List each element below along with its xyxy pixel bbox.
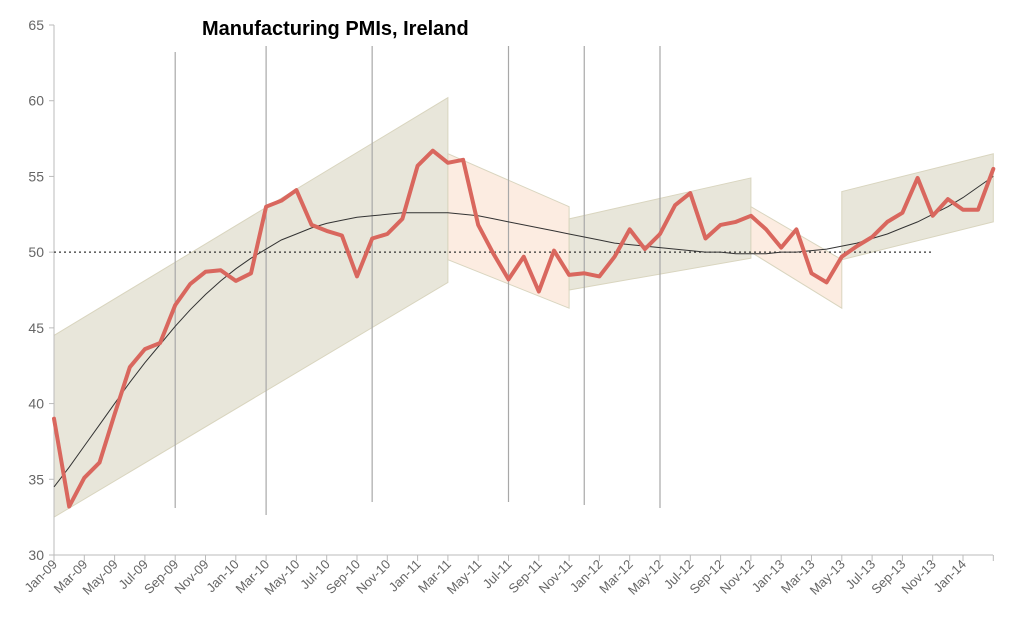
- pmi-data-point: [385, 232, 389, 236]
- pmi-data-point: [673, 203, 677, 207]
- y-tick-label: 50: [28, 244, 44, 260]
- pmi-data-point: [855, 244, 859, 248]
- pmi-data-point: [279, 199, 283, 203]
- pmi-data-point: [234, 279, 238, 283]
- pmi-data-point: [310, 223, 314, 227]
- pmi-data-point: [658, 232, 662, 236]
- trend-band-1: [53, 96, 449, 519]
- pmi-data-point: [82, 476, 86, 480]
- y-tick-label: 60: [28, 93, 44, 109]
- pmi-data-point: [416, 164, 420, 168]
- pmi-data-point: [552, 249, 556, 253]
- pmi-data-point: [219, 268, 223, 272]
- pmi-data-point: [643, 247, 647, 251]
- pmi-data-point: [870, 235, 874, 239]
- x-tick-label: Nov-09: [171, 557, 211, 597]
- pmi-data-point: [188, 282, 192, 286]
- pmi-data-point: [97, 461, 101, 465]
- pmi-data-point: [370, 237, 374, 241]
- pmi-data-point: [688, 191, 692, 195]
- pmi-data-point: [703, 237, 707, 241]
- pmi-data-point: [400, 217, 404, 221]
- pmi-data-point: [355, 274, 359, 278]
- pmi-data-point: [537, 290, 541, 294]
- pmi-data-point: [52, 417, 56, 421]
- x-tick-label: May-11: [444, 557, 485, 598]
- pmi-data-point: [491, 252, 495, 256]
- pmi-data-point: [446, 161, 450, 165]
- pmi-data-point: [840, 255, 844, 259]
- pmi-data-point: [916, 176, 920, 180]
- pmi-data-point: [946, 197, 950, 201]
- pmi-data-point: [128, 365, 132, 369]
- x-tick-label: Jan-14: [930, 557, 969, 596]
- pmi-data-point: [143, 347, 147, 351]
- pmi-data-point: [461, 158, 465, 162]
- pmi-data-point: [779, 246, 783, 250]
- pmi-data-point: [613, 255, 617, 259]
- y-tick-label: 30: [28, 547, 44, 563]
- x-tick-label: Nov-10: [353, 557, 393, 597]
- pmi-data-point: [249, 271, 253, 275]
- pmi-data-point: [749, 214, 753, 218]
- pmi-data-point: [204, 270, 208, 274]
- pmi-data-point: [113, 412, 117, 416]
- pmi-data-point: [67, 505, 71, 509]
- trend-line: [53, 175, 994, 488]
- y-tick-label: 40: [28, 396, 44, 412]
- pmi-data-point: [507, 277, 511, 281]
- x-tick-label: Nov-13: [899, 557, 939, 597]
- pmi-data-point: [794, 227, 798, 231]
- chart-title: Manufacturing PMIs, Ireland: [202, 18, 469, 40]
- trend-band-4: [750, 205, 843, 310]
- pmi-data-point: [628, 227, 632, 231]
- pmi-data-point: [900, 211, 904, 215]
- pmi-data-point: [340, 233, 344, 237]
- y-tick-label: 35: [28, 471, 44, 487]
- y-tick-label: 55: [28, 168, 44, 184]
- pmi-data-point: [264, 205, 268, 209]
- x-tick-label: Nov-11: [536, 557, 576, 597]
- pmi-data-point: [522, 255, 526, 259]
- pmi-data-point: [173, 303, 177, 307]
- pmi-data-point: [976, 208, 980, 212]
- pmi-data-point: [734, 220, 738, 224]
- pmi-data-point: [931, 214, 935, 218]
- pmi-data-point: [961, 208, 965, 212]
- pmi-data-point: [810, 271, 814, 275]
- x-tick-label: Nov-12: [717, 557, 757, 597]
- pmi-data-point: [764, 227, 768, 231]
- pmi-data-point: [158, 341, 162, 345]
- y-tick-label: 65: [28, 17, 44, 33]
- pmi-data-point: [431, 149, 435, 153]
- pmi-data-point: [597, 274, 601, 278]
- pmi-data-point: [825, 280, 829, 284]
- pmi-data-point: [991, 167, 995, 171]
- y-tick-label: 45: [28, 320, 44, 336]
- pmi-data-point: [325, 229, 329, 233]
- pmi-data-point: [582, 271, 586, 275]
- pmi-data-point: [294, 188, 298, 192]
- trend-band-5: [841, 153, 994, 261]
- pmi-data-point: [567, 273, 571, 277]
- pmi-data-point: [885, 220, 889, 224]
- pmi-series-line: [52, 148, 996, 509]
- pmi-data-point: [719, 223, 723, 227]
- pmi-data-point: [476, 223, 480, 227]
